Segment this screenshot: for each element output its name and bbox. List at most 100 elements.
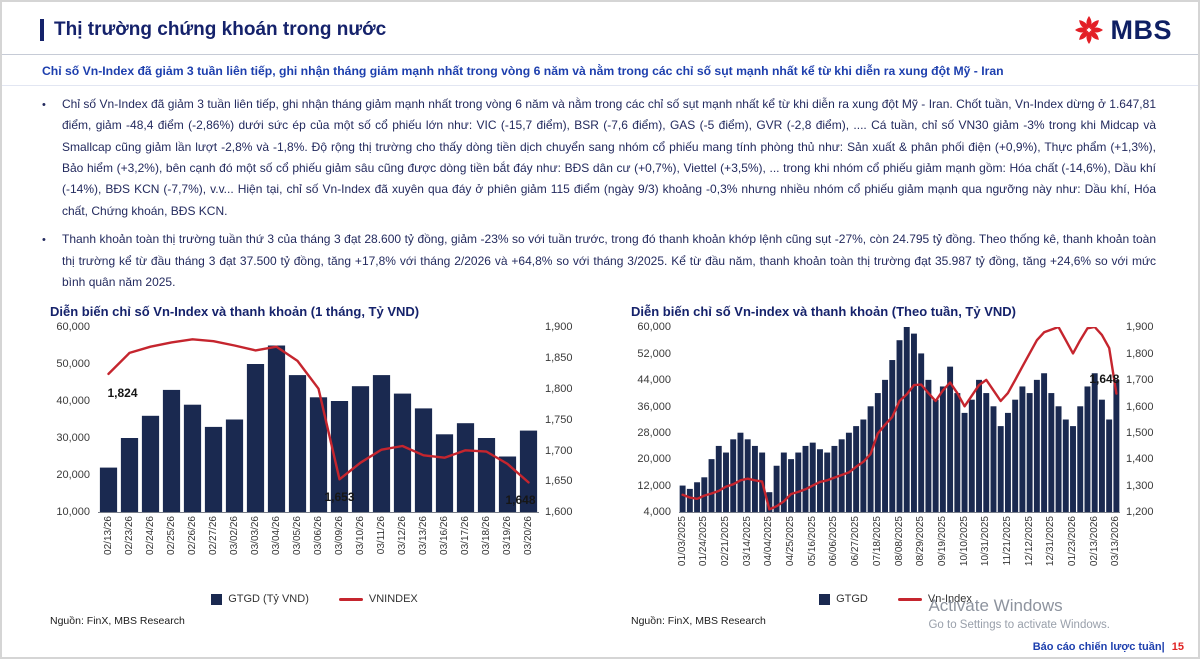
chart-grid: 60,000 52,000 44,000 36,000 28,000 20,000 12,0… [623,321,1168,587]
gtgd-bar [1041,373,1048,513]
y-axis-tick: 1,500 [1126,426,1154,439]
data-label: 1,653 [324,489,355,504]
y-axis-tick: 20,000 [56,469,90,482]
gtgd-bar [860,419,867,513]
spacer [623,513,679,587]
x-axis-label: 02/13/26 [102,516,114,556]
left-y-axis: 60,000 52,000 44,000 36,000 28,000 20,000 12,0… [623,321,679,518]
gtgd-bar [686,489,693,513]
legend-item: GTGD [819,593,868,605]
vnindex-line [681,327,1118,511]
gtgd-bar [802,446,809,513]
x-axis-label: 10/10/2025 [958,516,970,567]
chart-title: Diễn biến chỉ số Vn-Index và thanh khoản… [50,304,420,320]
gtgd-bar [976,380,982,513]
gtgd-bar [809,442,816,513]
gtgd-bar [141,416,160,513]
gtgd-bar [882,380,889,513]
watermark-line2: Go to Settings to activate Windows. [928,619,1110,631]
gtgd-bar [932,399,939,513]
bullet-text: Chỉ số Vn-Index đã giảm 3 tuần liên tiếp… [62,97,1156,218]
mbs-logo: MBS [1073,14,1173,46]
x-axis-label: 03/18/26 [480,516,492,556]
legend-label: VNINDEX [368,593,418,606]
legend-bar-swatch [211,593,223,605]
x-axis-label: 01/24/2025 [698,516,710,567]
bullet-text: Thanh khoản toàn thị trường tuần thứ 3 c… [62,232,1156,289]
gtgd-bar [723,452,729,513]
mbs-logo-text: MBS [1110,14,1172,45]
summary-bullets: • Chỉ số Vn-Index đã giảm 3 tuần liên ti… [2,86,1198,293]
gtgd-bar [889,360,896,513]
y-axis-tick: 1,800 [1126,347,1154,360]
y-axis-tick: 1,750 [545,413,573,426]
gtgd-bar [817,449,823,513]
headline: Chỉ số Vn-Index đã giảm 3 tuần liên tiếp… [2,55,1198,86]
legend-item: VNINDEX [338,593,418,606]
gtgd-bar [831,446,838,513]
y-axis-tick: 1,300 [1126,479,1154,492]
chart-grid: 60,000 50,000 40,000 30,000 20,000 10,000 1,8… [42,321,587,587]
gtgd-bar [1077,406,1084,513]
x-axis-label: 03/13/2026 [1110,516,1122,567]
gtgd-bar [1026,393,1033,513]
x-axis-label: 02/23/26 [123,516,135,556]
chart-title: Diễn biến chỉ số Vn-index và thanh khoản… [631,304,1016,320]
gtgd-bar [225,419,244,513]
x-axis-label: 02/13/2026 [1088,516,1100,567]
gtgd-bar [1033,380,1040,513]
report-name: Báo cáo chiến lược tuần| [1032,641,1165,653]
y-axis-tick: 44,000 [637,374,671,387]
gtgd-bar [351,386,370,513]
x-axis-label: 08/08/2025 [893,516,905,567]
gtgd-bar [853,426,860,513]
data-label: 1,648 [505,492,536,507]
y-axis-tick: 12,000 [637,479,671,492]
gtgd-bar [1055,406,1062,513]
gtgd-bar [309,397,328,513]
y-axis-tick: 60,000 [56,321,90,334]
gtgd-bar [997,426,1004,513]
x-axis-label: 02/21/2025 [719,516,731,567]
gtgd-bar [947,366,954,513]
legend-label: Vn-Index [927,593,972,606]
chart-canvas [99,338,538,513]
y-axis-tick: 1,800 [545,382,573,395]
gtgd-bar [1004,413,1011,513]
data-label: 1,824 [107,386,138,401]
x-axis-label: 01/03/2025 [676,516,688,567]
legend-item: GTGD (Tỷ VND) [211,593,309,605]
gtgd-bar [393,393,412,513]
chart-legend: GTGD (Tỷ VND) VNINDEX [42,589,587,609]
x-axis-label: 04/04/2025 [763,516,775,567]
legend-line-swatch [338,597,363,601]
x-axis-labels: 01/03/2025 01/24/2025 02/21/2025 03/14/2025… [676,513,1122,587]
gtgd-bar [780,452,787,513]
x-axis-labels: 02/13/26 02/23/26 02/24/26 02/25/26 02/26/26… [98,513,539,587]
legend-item: Vn-Index [897,593,972,606]
gtgd-bar [1012,399,1019,513]
gtgd-bar [694,482,701,513]
y-axis-tick: 1,900 [545,321,573,334]
gtgd-bar [435,434,454,513]
gtgd-bar [968,399,975,513]
chart-legend: GTGD Vn-Index [623,589,1168,609]
y-axis-tick: 10,000 [56,506,90,519]
spacer [1120,513,1168,587]
x-axis-label: 06/06/2025 [828,516,840,567]
data-label: 1,648 [1089,371,1120,386]
x-axis-label: 03/06/26 [312,516,324,556]
x-axis-label: 10/31/2025 [980,516,992,567]
right-y-axis: 1,900 1,850 1,800 1,750 1,700 1,650 1,600 [539,321,587,518]
y-axis-tick: 28,000 [637,426,671,439]
plot-area: 1,648 [679,327,1120,514]
x-axis-label: 02/27/26 [207,516,219,556]
gtgd-bar [498,456,517,513]
y-axis-tick: 1,650 [545,475,573,488]
watermark-line1: Activate Windows [928,596,1063,615]
y-axis-tick: 1,200 [1126,506,1154,519]
gtgd-bar [708,459,715,513]
y-axis-tick: 40,000 [56,395,90,408]
y-axis-tick: 20,000 [637,453,671,466]
